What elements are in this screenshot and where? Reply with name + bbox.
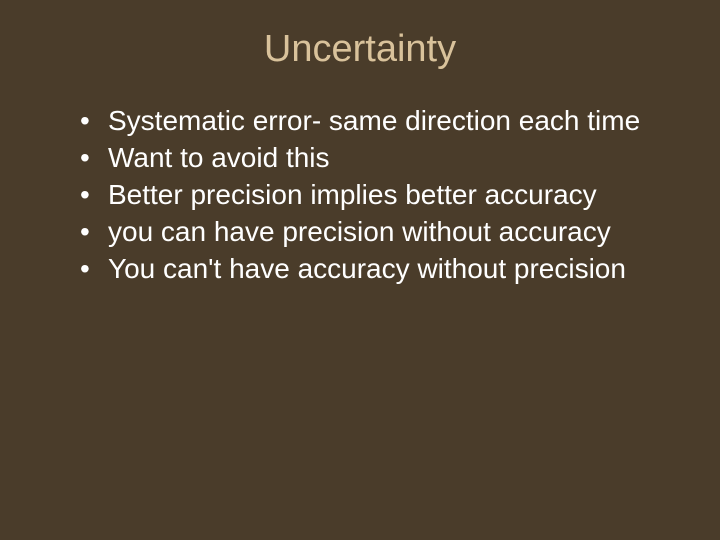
list-item: Better precision implies better accuracy <box>80 177 670 212</box>
list-item: Want to avoid this <box>80 140 670 175</box>
list-item: you can have precision without accuracy <box>80 214 670 249</box>
list-item: Systematic error- same direction each ti… <box>80 103 670 138</box>
bullet-list: Systematic error- same direction each ti… <box>50 103 670 286</box>
slide-title: Uncertainty <box>50 28 670 71</box>
list-item: You can't have accuracy without precisio… <box>80 251 670 286</box>
slide: Uncertainty Systematic error- same direc… <box>0 0 720 540</box>
